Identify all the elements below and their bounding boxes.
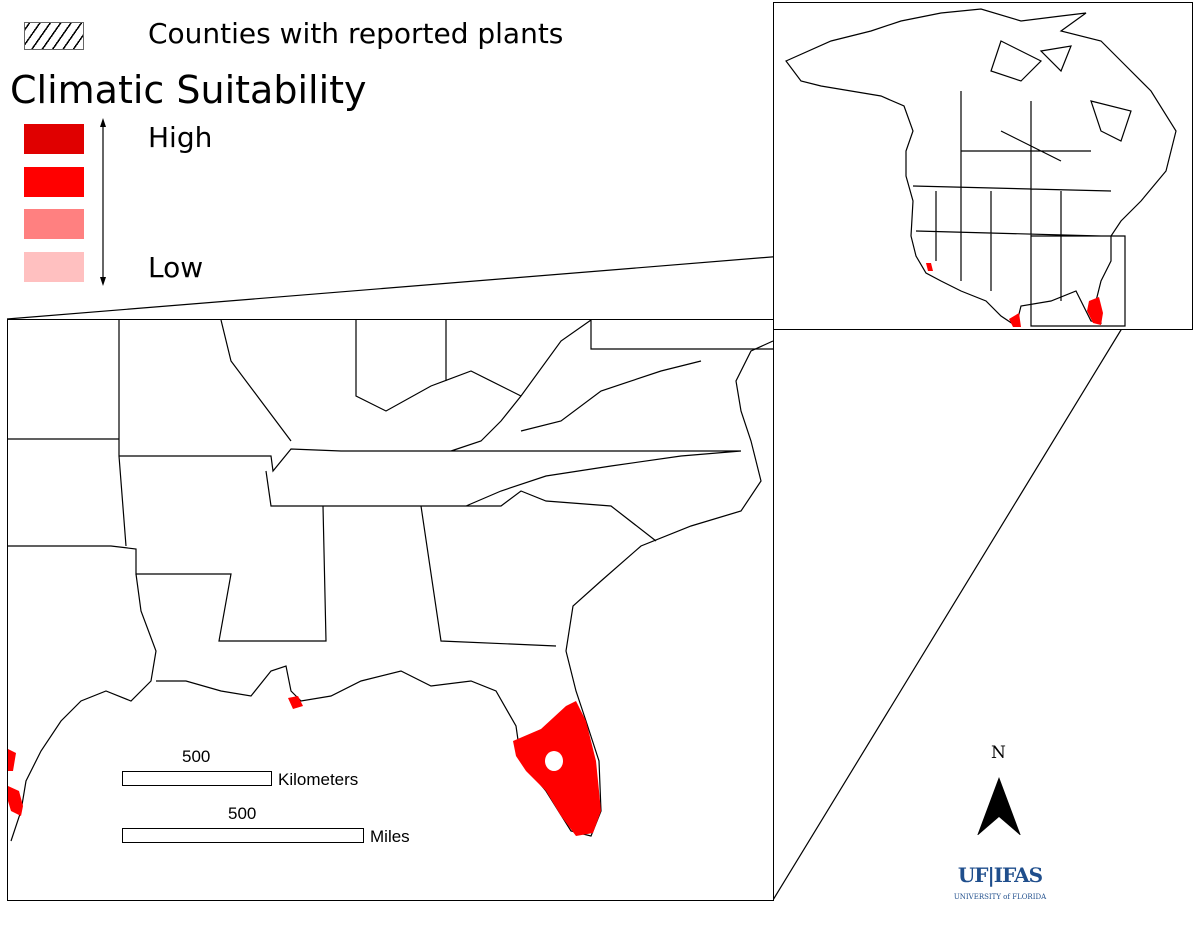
high-label: High — [148, 121, 213, 154]
state-boundaries — [8, 320, 774, 842]
logo-sub: UNIVERSITY of FLORIDA — [953, 893, 1047, 901]
km-scale-bar — [122, 771, 272, 786]
ufifas-logo: UF|IFAS UNIVERSITY of FLORIDA — [940, 862, 1060, 902]
counties-label: Counties with reported plants — [148, 17, 564, 50]
swatch-low — [24, 209, 84, 239]
swatch-lowest — [24, 252, 84, 282]
inset-map-north-america — [773, 2, 1193, 330]
suitability-gap — [545, 751, 563, 771]
swatch-highest — [24, 124, 84, 154]
north-arrow-icon — [977, 777, 1021, 835]
suitability-areas — [8, 696, 601, 836]
main-map-southeast-us — [7, 319, 774, 901]
km-scale-unit: Kilometers — [278, 770, 359, 789]
mi-scale-value: 500 — [228, 804, 257, 823]
hatch-swatch — [24, 22, 84, 50]
low-label: Low — [148, 251, 204, 284]
legend-title: Climatic Suitability — [10, 68, 367, 112]
mi-scale-bar — [122, 828, 364, 843]
swatch-high — [24, 167, 84, 197]
gradient-arrow-icon — [100, 118, 106, 286]
north-label: N — [991, 743, 1006, 763]
inset-suitability-areas — [926, 263, 1103, 327]
mi-scale-unit: Miles — [370, 827, 410, 846]
km-scale-value: 500 — [182, 747, 211, 766]
logo-main: UF|IFAS — [957, 863, 1043, 887]
